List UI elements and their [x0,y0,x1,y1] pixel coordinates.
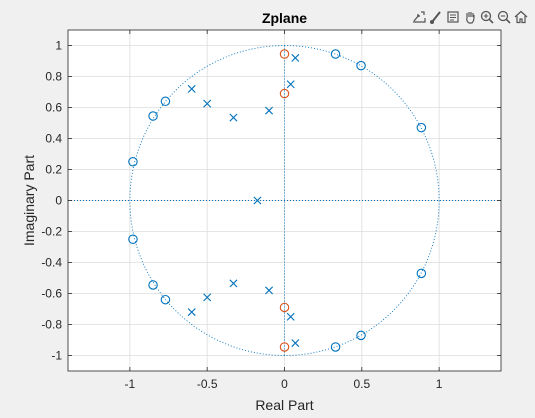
y-tick-label: 0.4 [45,132,62,146]
zero-marker [416,268,427,279]
y-tick-label: 1 [55,39,62,53]
zero-marker [416,122,427,133]
zoom-out-icon[interactable] [496,8,512,26]
y-tick-label: -0.6 [41,287,62,301]
y-tick-label: 0.2 [45,163,62,177]
zero-marker [330,49,341,59]
tick-labels: -1 -0.5 0 0.5 1 1 0.8 0.6 0.4 0.2 0 -0.2 -0.4 -0.6 -0.… [41,30,501,391]
pole-marker [291,53,300,62]
pole-marker [229,279,238,288]
brush-icon[interactable] [428,8,444,26]
pole-marker [253,196,262,205]
pole-marker [203,99,212,108]
zero-marker [279,49,290,59]
plot-marks [128,49,427,352]
zero-marker [279,342,290,352]
y-tick-label: -0.4 [41,256,62,270]
zero-marker [128,157,138,167]
pole-marker [187,84,196,93]
zero-marker [160,294,171,305]
unit-circle [68,45,501,356]
pan-icon[interactable] [462,8,478,26]
zero-marker [356,60,366,71]
zoom-in-icon[interactable] [479,8,495,26]
x-tick-label: 1 [436,377,443,391]
pole-marker [265,106,274,115]
y-tick-label: -0.2 [41,225,62,239]
y-tick-label: 0.8 [45,70,62,84]
export-icon[interactable] [411,8,427,26]
y-tick-label: -1 [51,349,62,363]
zero-marker [330,342,341,352]
x-tick-label: 0 [281,377,288,391]
y-tick-label: 0.6 [45,101,62,115]
datatip-icon[interactable] [445,8,461,26]
zero-marker [148,280,158,290]
y-tick-label: -0.8 [41,318,62,332]
y-axis-label: Imaginary Part [21,155,37,246]
zero-marker [148,111,158,121]
pole-marker [203,293,212,302]
home-icon[interactable] [513,8,529,26]
figure-toolbar [411,8,529,26]
x-tick-label: -1 [125,377,136,391]
pole-marker [187,308,196,317]
zero-marker [279,88,290,99]
zero-marker [160,96,171,107]
pole-marker [286,312,295,321]
chart-title: Zplane [262,10,307,26]
zero-marker [356,330,366,341]
pole-marker [291,339,300,348]
zero-marker [128,234,138,245]
x-axis-label: Real Part [255,397,313,413]
pole-marker [265,286,274,295]
zero-marker [279,302,290,313]
pole-marker [229,113,238,122]
y-tick-label: 0 [55,194,62,208]
pole-marker [286,80,295,89]
x-tick-label: -0.5 [197,377,218,391]
x-tick-label: 0.5 [353,377,370,391]
